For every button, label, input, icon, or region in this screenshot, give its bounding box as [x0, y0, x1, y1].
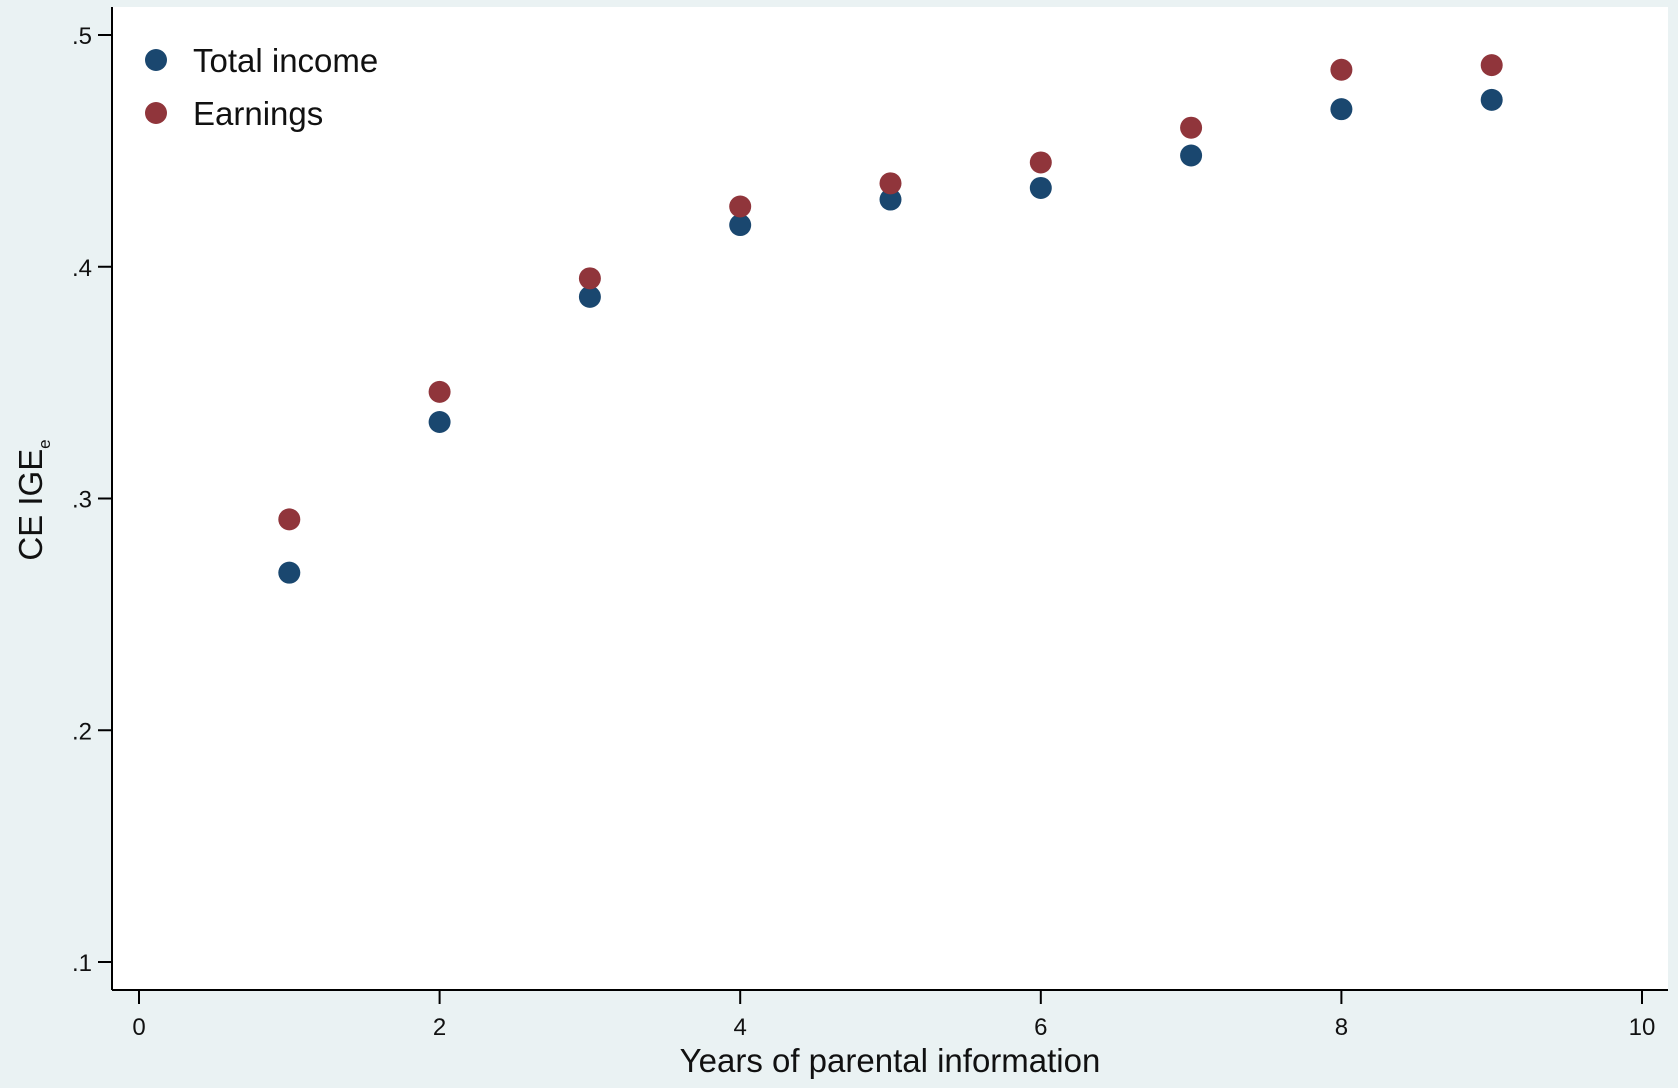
y-tick-label: .4 — [72, 255, 92, 282]
legend: Total income Earnings — [145, 42, 378, 132]
point-earnings — [278, 508, 301, 531]
point-earnings — [1180, 116, 1203, 139]
point-earnings — [428, 380, 451, 403]
point-total-income — [278, 561, 301, 584]
point-total-income — [1029, 176, 1052, 199]
point-earnings — [578, 267, 601, 290]
legend-label-total-income: Total income — [193, 42, 378, 79]
point-earnings — [729, 195, 752, 218]
plot-area — [112, 7, 1668, 990]
point-total-income — [578, 285, 601, 308]
legend-label-earnings: Earnings — [193, 95, 323, 132]
point-total-income — [879, 188, 902, 211]
legend-marker-total-income — [145, 49, 167, 71]
point-earnings — [1480, 54, 1503, 77]
y-axis-label-subscript: e — [35, 439, 54, 448]
x-tick-label: 2 — [433, 1014, 446, 1041]
x-tick-label: 0 — [132, 1014, 145, 1041]
axes: .1 .2 .3 .4 .5 0 2 4 6 8 10 — [72, 7, 1668, 1041]
point-total-income — [1480, 88, 1503, 111]
y-axis-label-main: CE IGE — [12, 449, 49, 561]
x-axis-label: Years of parental information — [680, 1042, 1101, 1079]
point-total-income — [729, 214, 752, 237]
svg-text:CE IGEe: CE IGEe — [12, 439, 54, 560]
y-tick-label: .2 — [72, 718, 92, 745]
x-tick-label: 8 — [1335, 1014, 1348, 1041]
legend-marker-earnings — [145, 102, 167, 124]
y-tick-label: .5 — [72, 23, 92, 50]
point-total-income — [1330, 98, 1353, 121]
point-total-income — [1180, 144, 1203, 167]
point-earnings — [879, 172, 902, 195]
y-tick-label: .3 — [72, 487, 92, 514]
point-earnings — [1029, 151, 1052, 174]
x-tick-label: 4 — [734, 1014, 747, 1041]
data-points — [278, 54, 1503, 584]
y-axis-label: CE IGEe — [12, 439, 54, 560]
x-tick-label: 6 — [1034, 1014, 1047, 1041]
point-earnings — [1330, 58, 1353, 81]
x-tick-label: 10 — [1629, 1014, 1656, 1041]
y-tick-label: .1 — [72, 950, 92, 977]
point-total-income — [428, 411, 451, 434]
